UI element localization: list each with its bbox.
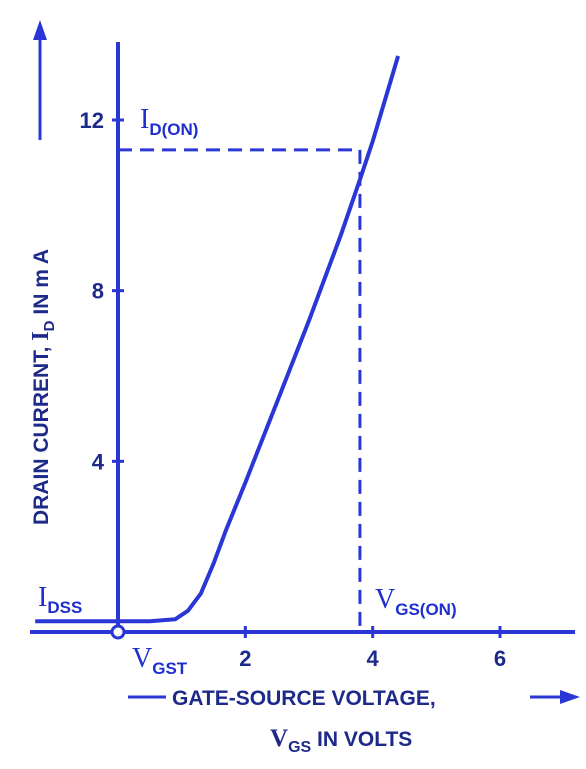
y-label-post: IN m A bbox=[30, 249, 53, 321]
x-axis-label: GATE-SOURCE VOLTAGE, bbox=[172, 687, 436, 710]
y-tick-label: 4 bbox=[92, 449, 105, 474]
vgs-base: V bbox=[270, 725, 288, 752]
x-tick-label: 4 bbox=[367, 646, 380, 671]
y-arrow-head bbox=[33, 20, 47, 40]
vgst-label-sub: GST bbox=[152, 659, 188, 678]
vgs-sub: GS bbox=[288, 739, 311, 756]
y-axis-label: DRAIN CURRENT, ID IN m A bbox=[28, 249, 58, 525]
x-tick-label: 2 bbox=[239, 646, 251, 671]
y-label-sub: D bbox=[41, 320, 58, 331]
transfer-curve bbox=[35, 55, 401, 624]
origin-marker bbox=[110, 624, 126, 640]
vgs-on-label: VGS(ON) bbox=[375, 584, 457, 619]
idss-label: IDSS bbox=[38, 582, 82, 617]
id-on-label-base: I bbox=[140, 104, 149, 135]
y-tick-label: 12 bbox=[80, 108, 104, 133]
vgst-label-base: V bbox=[132, 643, 152, 674]
x-axis-title: GATE-SOURCE VOLTAGE, VGS IN VOLTS bbox=[128, 687, 580, 756]
x-arrow-head bbox=[560, 690, 580, 704]
y-axis-title: DRAIN CURRENT, ID IN m A bbox=[28, 20, 58, 525]
vgs-on-label-sub: GS(ON) bbox=[395, 600, 456, 619]
guides bbox=[118, 148, 362, 632]
ticks: 2 4 6 4 8 12 bbox=[80, 108, 507, 671]
id-on-label-sub: D(ON) bbox=[149, 120, 198, 139]
idss-label-sub: DSS bbox=[47, 598, 82, 617]
id-on-label: ID(ON) bbox=[140, 104, 198, 139]
idss-label-base: I bbox=[38, 582, 47, 613]
vgs-on-label-base: V bbox=[375, 584, 395, 615]
y-label-base: I bbox=[28, 331, 54, 340]
vgst-label: VGST bbox=[132, 643, 188, 678]
x-axis-label-line2: VGS IN VOLTS bbox=[270, 725, 412, 756]
vgs-rest: IN VOLTS bbox=[311, 728, 412, 751]
y-label-pre: DRAIN CURRENT, bbox=[30, 341, 53, 525]
y-tick-label: 8 bbox=[92, 279, 104, 304]
x-tick-label: 6 bbox=[494, 646, 506, 671]
